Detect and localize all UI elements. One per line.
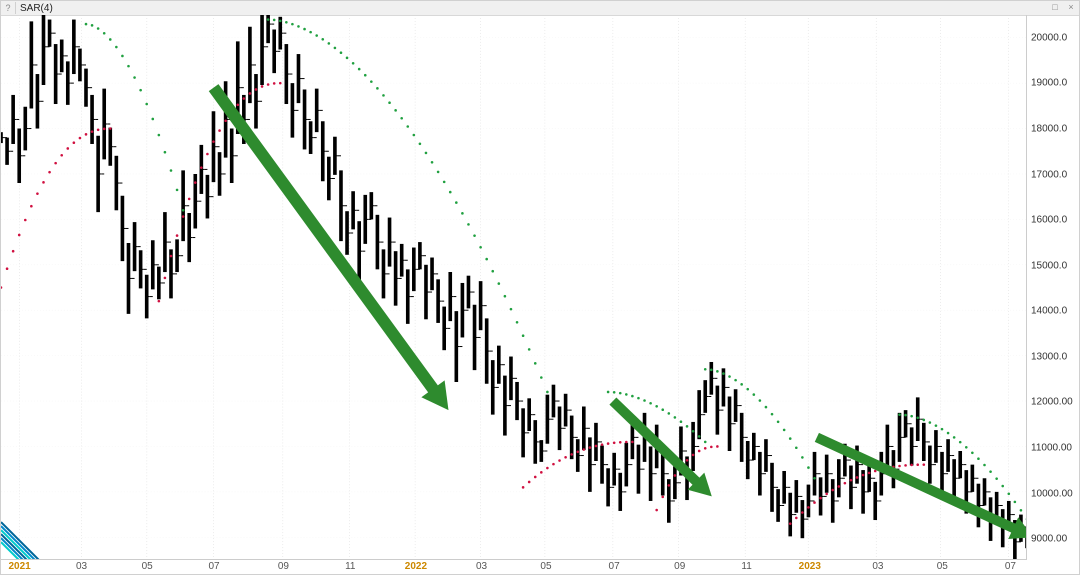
x-tick-label: 2022 [405, 561, 427, 572]
x-tick-label: 05 [937, 561, 948, 572]
x-tick-label: 07 [1005, 561, 1016, 572]
y-tick-label: 18000.0 [1031, 123, 1067, 134]
x-tick-label: 09 [674, 561, 685, 572]
x-tick-label: 05 [142, 561, 153, 572]
x-tick-label: 2023 [799, 561, 821, 572]
x-tick-label: 07 [208, 561, 219, 572]
y-tick-label: 19000.0 [1031, 78, 1067, 89]
x-tick-label: 2021 [8, 561, 30, 572]
close-icon[interactable]: × [1065, 2, 1077, 12]
y-axis: 9000.00 10000.00 11000.00 12000.00 13000.0 14… [1026, 15, 1079, 560]
y-tick-label: 12000.00 [1031, 397, 1073, 408]
window-controls: □ × [1049, 2, 1077, 12]
y-tick-label: 10000.00 [1031, 488, 1073, 499]
x-tick-label: 11 [345, 561, 355, 572]
x-axis: 2021 03 05 07 09 11 2022 03 05 07 09 11 2023 03 05 07 [1, 559, 1027, 574]
x-tick-label: 03 [76, 561, 87, 572]
y-tick-label: 9000.00 [1031, 534, 1067, 545]
x-tick-label: 03 [476, 561, 487, 572]
y-tick-label: 20000.0 [1031, 32, 1067, 43]
y-tick-label: 15000.0 [1031, 260, 1067, 271]
indicator-label: SAR(4) [16, 3, 53, 14]
chart-top-bar: ? SAR(4) □ × [1, 1, 1079, 16]
chart-window: ? SAR(4) □ × 9000.00 10000.00 11000.00 1200… [0, 0, 1080, 575]
x-tick-label: 05 [540, 561, 551, 572]
plot-area[interactable] [1, 15, 1027, 560]
chart-canvas [1, 15, 1027, 560]
y-tick-label: 14000.0 [1031, 306, 1067, 317]
x-tick-label: 11 [741, 561, 751, 572]
maximize-icon[interactable]: □ [1049, 2, 1061, 12]
x-tick-label: 07 [609, 561, 620, 572]
y-tick-label: 17000.0 [1031, 169, 1067, 180]
help-button[interactable]: ? [1, 2, 16, 14]
y-tick-label: 16000.0 [1031, 215, 1067, 226]
y-tick-label: 11000.00 [1031, 443, 1072, 454]
x-tick-label: 09 [278, 561, 289, 572]
x-tick-label: 03 [872, 561, 883, 572]
y-tick-label: 13000.0 [1031, 351, 1067, 362]
